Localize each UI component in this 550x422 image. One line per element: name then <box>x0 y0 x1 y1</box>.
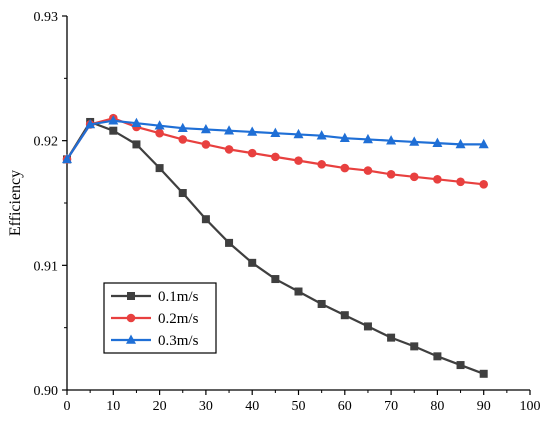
data-point <box>270 127 281 137</box>
x-tick-label: 90 <box>477 399 491 414</box>
y-tick-label: 0.90 <box>34 384 59 399</box>
x-tick-label: 100 <box>520 399 541 414</box>
data-point <box>109 126 118 135</box>
legend-item: 0.1m/s <box>111 289 199 305</box>
data-point <box>456 361 465 370</box>
data-point <box>154 120 165 130</box>
data-point <box>155 164 164 173</box>
data-point <box>178 135 188 144</box>
x-tick-label: 20 <box>153 399 167 414</box>
data-point <box>201 140 211 149</box>
data-point <box>362 133 373 144</box>
legend-label: 0.3m/s <box>158 333 199 349</box>
data-point <box>108 115 119 125</box>
legend-item: 0.3m/s <box>111 333 199 349</box>
data-point <box>200 123 211 134</box>
data-point <box>386 170 396 179</box>
data-point <box>132 140 141 149</box>
data-point <box>409 136 420 146</box>
x-tick-label: 70 <box>384 399 398 414</box>
legend-marker <box>126 334 136 344</box>
data-point <box>433 175 442 184</box>
data-point <box>224 145 234 154</box>
data-point <box>387 333 396 342</box>
data-point <box>294 287 303 296</box>
series-2 <box>62 115 489 164</box>
series-0 <box>63 117 488 378</box>
x-tick-label: 0 <box>64 399 71 414</box>
data-point <box>410 342 419 351</box>
legend-item: 0.2m/s <box>111 311 199 327</box>
y-tick-label: 0.92 <box>34 135 59 150</box>
data-point <box>386 135 397 145</box>
legend-marker <box>127 292 135 300</box>
data-point <box>155 128 164 138</box>
legend-label: 0.1m/s <box>158 289 199 305</box>
data-point <box>479 180 489 189</box>
data-point <box>340 163 350 173</box>
data-point <box>247 126 258 136</box>
data-point <box>478 138 489 149</box>
series-1 <box>62 113 489 189</box>
data-point <box>294 156 303 165</box>
data-point <box>247 148 257 158</box>
x-tick-label: 40 <box>245 399 259 414</box>
x-tick-label: 10 <box>106 399 120 414</box>
data-point <box>432 137 443 147</box>
data-point <box>363 322 372 331</box>
data-point <box>271 152 280 162</box>
data-point <box>363 166 373 175</box>
data-point <box>131 117 142 128</box>
axes: 0 10 20 30 40 50 60 70 80 90 100 0.90 0.91 0.92 0.93 Ef… <box>7 10 541 414</box>
data-point <box>479 369 488 378</box>
data-point <box>455 138 466 149</box>
x-tick-label: 80 <box>430 399 444 414</box>
data-point <box>271 275 280 284</box>
legend-marker <box>126 313 136 323</box>
x-tick-label: 60 <box>338 399 352 414</box>
data-point <box>225 238 234 247</box>
y-tick-label: 0.93 <box>34 10 59 25</box>
data-point <box>316 130 327 140</box>
data-point <box>409 172 419 182</box>
y-axis-title: Efficiency <box>7 170 24 236</box>
legend: 0.1m/s 0.2m/s 0.3m/s <box>103 282 217 354</box>
legend-label: 0.2m/s <box>158 311 199 327</box>
data-point <box>248 258 257 267</box>
data-point <box>201 215 210 224</box>
data-point <box>293 128 304 139</box>
y-tick-label: 0.91 <box>34 259 59 274</box>
x-tick-label: 30 <box>199 399 213 414</box>
data-point <box>339 132 350 142</box>
data-point <box>62 153 72 164</box>
data-point <box>456 177 465 187</box>
data-point <box>433 352 442 361</box>
x-tick-label: 50 <box>292 399 306 414</box>
data-point <box>178 189 187 198</box>
data-point <box>224 125 235 135</box>
data-point <box>317 299 326 308</box>
data-point <box>177 122 188 132</box>
data-point <box>85 118 96 129</box>
data-point <box>317 160 326 169</box>
series-layer <box>62 113 489 378</box>
data-point <box>340 311 349 320</box>
